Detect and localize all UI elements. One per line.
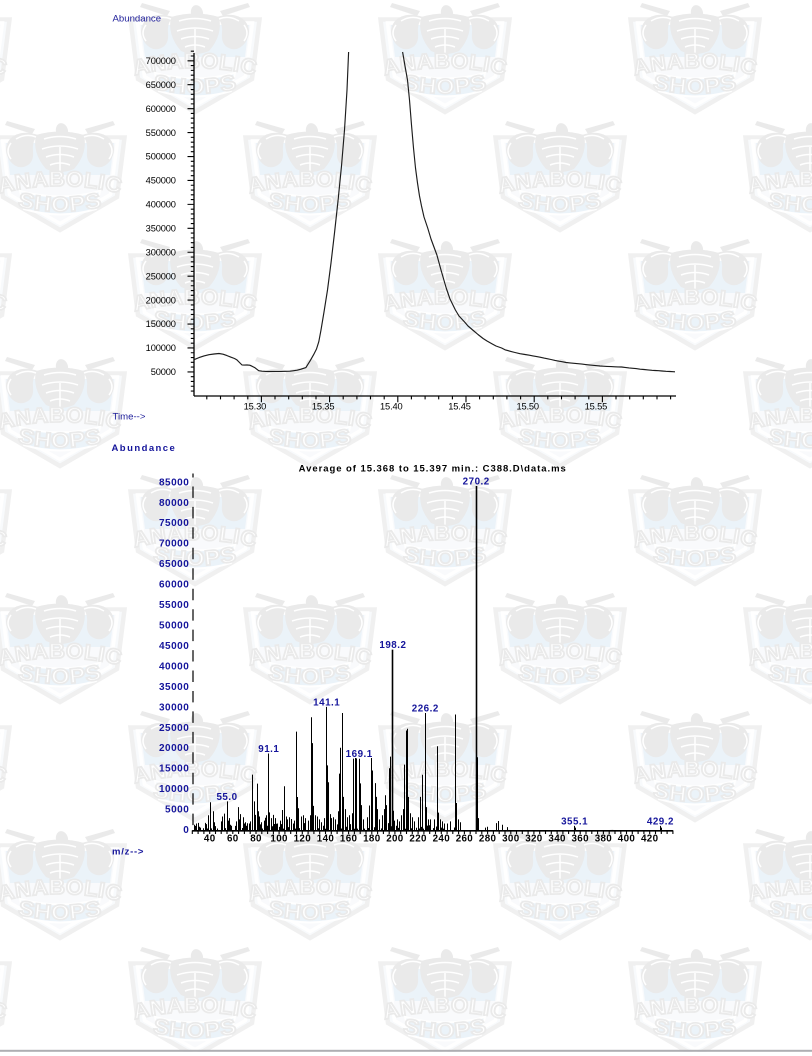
- svg-text:300000: 300000: [146, 247, 176, 257]
- svg-text:0: 0: [183, 825, 189, 836]
- svg-text:280: 280: [479, 834, 497, 845]
- svg-text:320: 320: [525, 834, 543, 845]
- svg-text:429.2: 429.2: [647, 816, 674, 827]
- svg-text:200000: 200000: [146, 295, 176, 305]
- svg-text:10000: 10000: [159, 784, 189, 795]
- svg-text:m/z-->: m/z-->: [112, 847, 144, 858]
- svg-text:600000: 600000: [146, 104, 176, 114]
- svg-text:15.50: 15.50: [516, 402, 539, 412]
- svg-text:55.0: 55.0: [216, 792, 237, 803]
- svg-text:15000: 15000: [159, 764, 189, 775]
- svg-text:355.1: 355.1: [561, 816, 588, 827]
- svg-text:198.2: 198.2: [379, 640, 406, 651]
- svg-text:25000: 25000: [159, 723, 189, 734]
- svg-text:240: 240: [433, 834, 451, 845]
- svg-text:15.40: 15.40: [380, 402, 403, 412]
- svg-text:50000: 50000: [159, 621, 189, 632]
- svg-text:15.55: 15.55: [585, 402, 608, 412]
- svg-text:250000: 250000: [146, 271, 176, 281]
- svg-text:15.30: 15.30: [244, 402, 267, 412]
- svg-text:700000: 700000: [146, 56, 176, 66]
- svg-text:Abundance: Abundance: [112, 443, 177, 454]
- svg-text:Abundance: Abundance: [113, 14, 162, 25]
- svg-text:100: 100: [270, 834, 288, 845]
- svg-text:15.45: 15.45: [448, 402, 471, 412]
- svg-text:220: 220: [409, 834, 427, 845]
- svg-text:70000: 70000: [159, 539, 189, 550]
- svg-text:40000: 40000: [159, 661, 189, 672]
- svg-text:340: 340: [548, 834, 566, 845]
- svg-text:180: 180: [363, 834, 381, 845]
- svg-text:85000: 85000: [159, 477, 189, 488]
- svg-text:45000: 45000: [159, 641, 189, 652]
- svg-text:350000: 350000: [146, 224, 176, 234]
- svg-text:420: 420: [641, 834, 659, 845]
- svg-text:300: 300: [502, 834, 520, 845]
- svg-text:160: 160: [340, 834, 358, 845]
- svg-text:200: 200: [386, 834, 404, 845]
- svg-text:100000: 100000: [146, 343, 176, 353]
- svg-text:91.1: 91.1: [258, 744, 279, 755]
- svg-text:226.2: 226.2: [412, 703, 439, 714]
- svg-text:380: 380: [595, 834, 613, 845]
- svg-text:650000: 650000: [146, 80, 176, 90]
- svg-text:Time-->: Time-->: [113, 412, 146, 423]
- svg-text:550000: 550000: [146, 128, 176, 138]
- svg-text:141.1: 141.1: [313, 697, 340, 708]
- svg-text:270.2: 270.2: [463, 476, 490, 487]
- svg-text:20000: 20000: [159, 743, 189, 754]
- svg-text:80000: 80000: [159, 498, 189, 509]
- svg-text:150000: 150000: [146, 319, 176, 329]
- svg-text:50000: 50000: [151, 367, 176, 377]
- svg-text:140: 140: [317, 834, 335, 845]
- svg-text:40: 40: [204, 834, 216, 845]
- svg-text:80: 80: [250, 834, 262, 845]
- svg-text:30000: 30000: [159, 702, 189, 713]
- svg-text:120: 120: [294, 834, 312, 845]
- svg-text:55000: 55000: [159, 600, 189, 611]
- svg-text:60000: 60000: [159, 580, 189, 591]
- svg-text:75000: 75000: [159, 518, 189, 529]
- svg-text:400: 400: [618, 834, 636, 845]
- svg-text:60: 60: [227, 834, 239, 845]
- svg-text:169.1: 169.1: [346, 749, 373, 760]
- svg-text:15.35: 15.35: [312, 402, 335, 412]
- svg-text:400000: 400000: [146, 200, 176, 210]
- svg-text:65000: 65000: [159, 559, 189, 570]
- svg-text:260: 260: [456, 834, 474, 845]
- svg-text:Average of 15.368 to 15.397 mi: Average of 15.368 to 15.397 min.: C388.D…: [299, 463, 567, 474]
- svg-text:5000: 5000: [165, 805, 189, 816]
- svg-text:360: 360: [571, 834, 589, 845]
- svg-text:500000: 500000: [146, 152, 176, 162]
- svg-text:35000: 35000: [159, 682, 189, 693]
- svg-text:450000: 450000: [146, 176, 176, 186]
